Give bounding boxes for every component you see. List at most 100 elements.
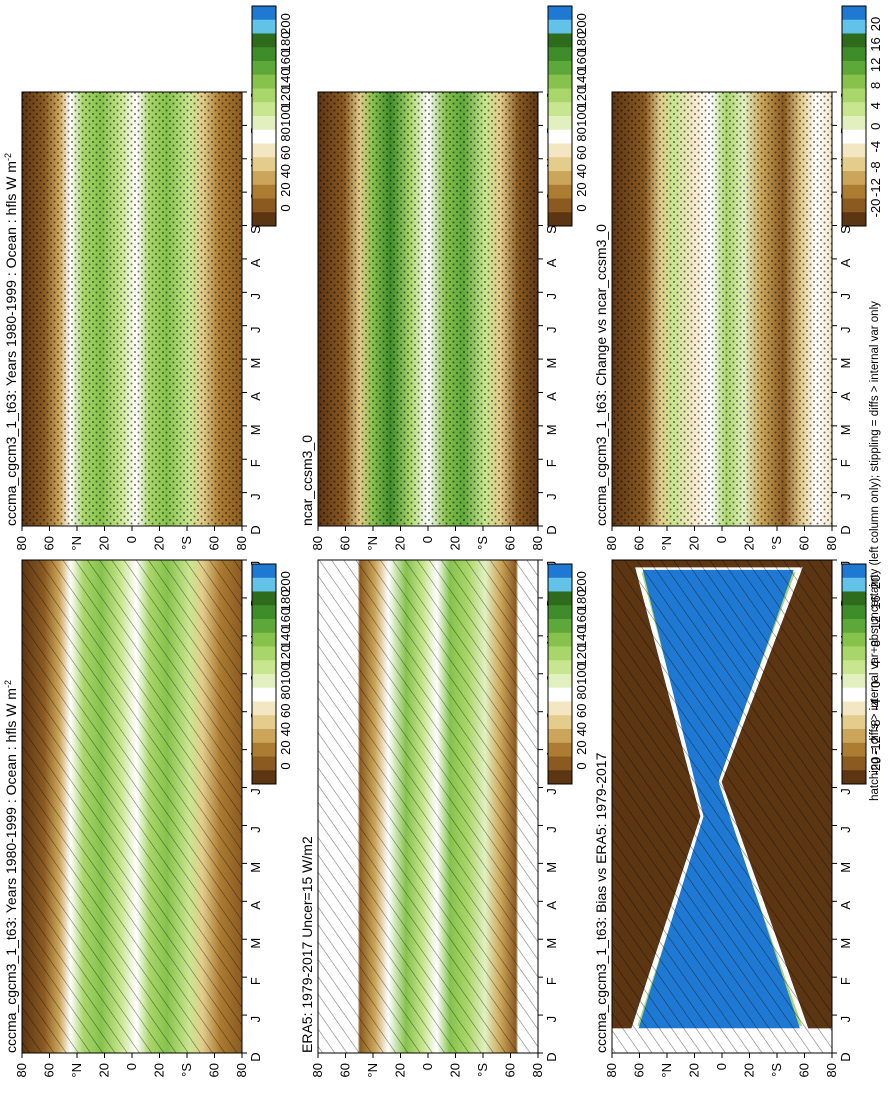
panel-title: cccma_cgcm3_1_t63: Years 1980-1999 : Oce… [3, 153, 19, 526]
lat-tick-label: 20 [97, 1063, 112, 1077]
colorbar-swatch [548, 74, 572, 89]
lat-tick-label: °N [659, 536, 674, 551]
colorbar-swatch [548, 143, 572, 158]
month-tick-label: M [248, 358, 263, 369]
lat-tick-label: °N [365, 536, 380, 551]
colorbar-swatch [842, 129, 866, 144]
month-tick-label: S [248, 225, 263, 234]
colorbar-frame [547, 5, 573, 227]
month-tick-label: J [248, 493, 263, 500]
colorbar-swatch [252, 756, 276, 771]
colorbar-label: 80 [278, 127, 293, 141]
colorbar-label: 0 [278, 204, 293, 211]
lat-tick-label: °N [365, 1063, 380, 1078]
month-tick-label: J [544, 326, 559, 333]
lat-tick-label: 60 [338, 1063, 353, 1077]
colorbar-label: 200 [574, 13, 589, 35]
colorbar-label: 100 [574, 105, 589, 127]
colorbar-label: 40 [574, 722, 589, 736]
colorbar-label: -4 [868, 699, 883, 711]
month-tick-label: J [248, 326, 263, 333]
colorbar-label: 80 [278, 685, 293, 699]
colorbar-label: 12 [868, 58, 883, 72]
month-tick-label: J [544, 493, 559, 500]
colorbar-swatch [548, 61, 572, 76]
colorbar-swatch [842, 660, 866, 675]
colorbar-label: 60 [574, 704, 589, 718]
lat-tick-label: °N [659, 1063, 674, 1078]
month-tick-label: F [838, 977, 853, 985]
lat-tick-label: 20 [393, 1063, 408, 1077]
lat-tick-label: 80 [310, 536, 325, 550]
lat-tick-label: 20 [448, 536, 463, 550]
lat-tick-label: °N [69, 536, 84, 551]
month-tick-label: J [838, 326, 853, 333]
colorbar-swatch [842, 47, 866, 62]
colorbar-swatch [548, 198, 572, 213]
significance-hatch [318, 560, 538, 1053]
month-tick-label: M [838, 862, 853, 873]
colorbar-label: 0 [278, 762, 293, 769]
colorbar-label: 120 [574, 87, 589, 109]
month-tick-label: F [838, 459, 853, 467]
colorbar-swatch [842, 184, 866, 199]
colorbar-label: 140 [278, 626, 293, 648]
lat-tick-label: °S [475, 536, 490, 550]
colorbar-swatch [252, 116, 276, 131]
month-tick-label: M [544, 862, 559, 873]
colorbar-label: 200 [574, 571, 589, 593]
month-tick-label: A [838, 258, 853, 267]
month-tick-label: A [544, 392, 559, 401]
lat-tick-label: 80 [14, 536, 29, 550]
lat-tick-label: 80 [530, 536, 545, 550]
month-tick-label: J [248, 1016, 263, 1023]
month-tick-label: J [248, 788, 263, 795]
colorbar-label: 0 [868, 123, 883, 130]
colorbar-swatch [548, 591, 572, 606]
colorbar-label: 20 [278, 182, 293, 196]
colorbar-swatch [548, 756, 572, 771]
colorbar-swatch [548, 564, 572, 579]
colorbar-label: 0 [574, 204, 589, 211]
colorbar-swatch [842, 729, 866, 744]
lat-tick-label: 80 [234, 1063, 249, 1077]
colorbar-swatch [842, 102, 866, 117]
month-tick-label: J [544, 826, 559, 833]
colorbar-label: 8 [868, 640, 883, 647]
colorbar-swatch [252, 171, 276, 186]
lat-tick-label: 60 [42, 1063, 57, 1077]
colorbar-swatch [842, 74, 866, 89]
lat-tick-label: 60 [632, 1063, 647, 1077]
colorbar-swatch [842, 632, 866, 647]
lat-tick-label: 60 [207, 1063, 222, 1077]
colorbar-swatch [252, 674, 276, 689]
lat-tick-label: °S [769, 536, 784, 550]
colorbar-swatch [842, 171, 866, 186]
lat-tick-label: 0 [420, 536, 435, 543]
colorbar-swatch [252, 88, 276, 103]
month-tick-label: A [248, 392, 263, 401]
colorbar-swatch [252, 577, 276, 592]
panel-model-left: DJFMAMJJASONDJ8060°N20020°S6080cccma_cgc… [3, 559, 263, 1078]
panel-title: cccma_cgcm3_1_t63: Bias vs ERA5: 1979-20… [593, 752, 609, 1053]
colorbar-label: -4 [868, 141, 883, 153]
colorbar-label: -8 [868, 719, 883, 731]
panel-ncar: DJFMAMJJASONDJ8060°N20020°S6080ncar_ccsm… [299, 91, 559, 551]
colorbar-swatch [252, 619, 276, 634]
lat-tick-label: 60 [207, 536, 222, 550]
colorbar-bias: 20 16 12 8 4 0 -4 -8 -12 -20 [841, 563, 883, 785]
colorbar-swatch [842, 564, 866, 579]
colorbar-swatch [252, 591, 276, 606]
colorbar-swatch [548, 674, 572, 689]
colorbar-swatch [842, 157, 866, 172]
month-tick-label: J [838, 788, 853, 795]
colorbar-swatch [548, 184, 572, 199]
colorbar-label: 60 [574, 146, 589, 160]
lat-tick-label: 80 [234, 536, 249, 550]
panel-title: cccma_cgcm3_1_t63: Years 1980-1999 : Oce… [3, 680, 19, 1053]
month-tick-label: D [544, 1052, 559, 1061]
lat-tick-label: 80 [824, 536, 839, 550]
colorbar-swatch [842, 742, 866, 757]
